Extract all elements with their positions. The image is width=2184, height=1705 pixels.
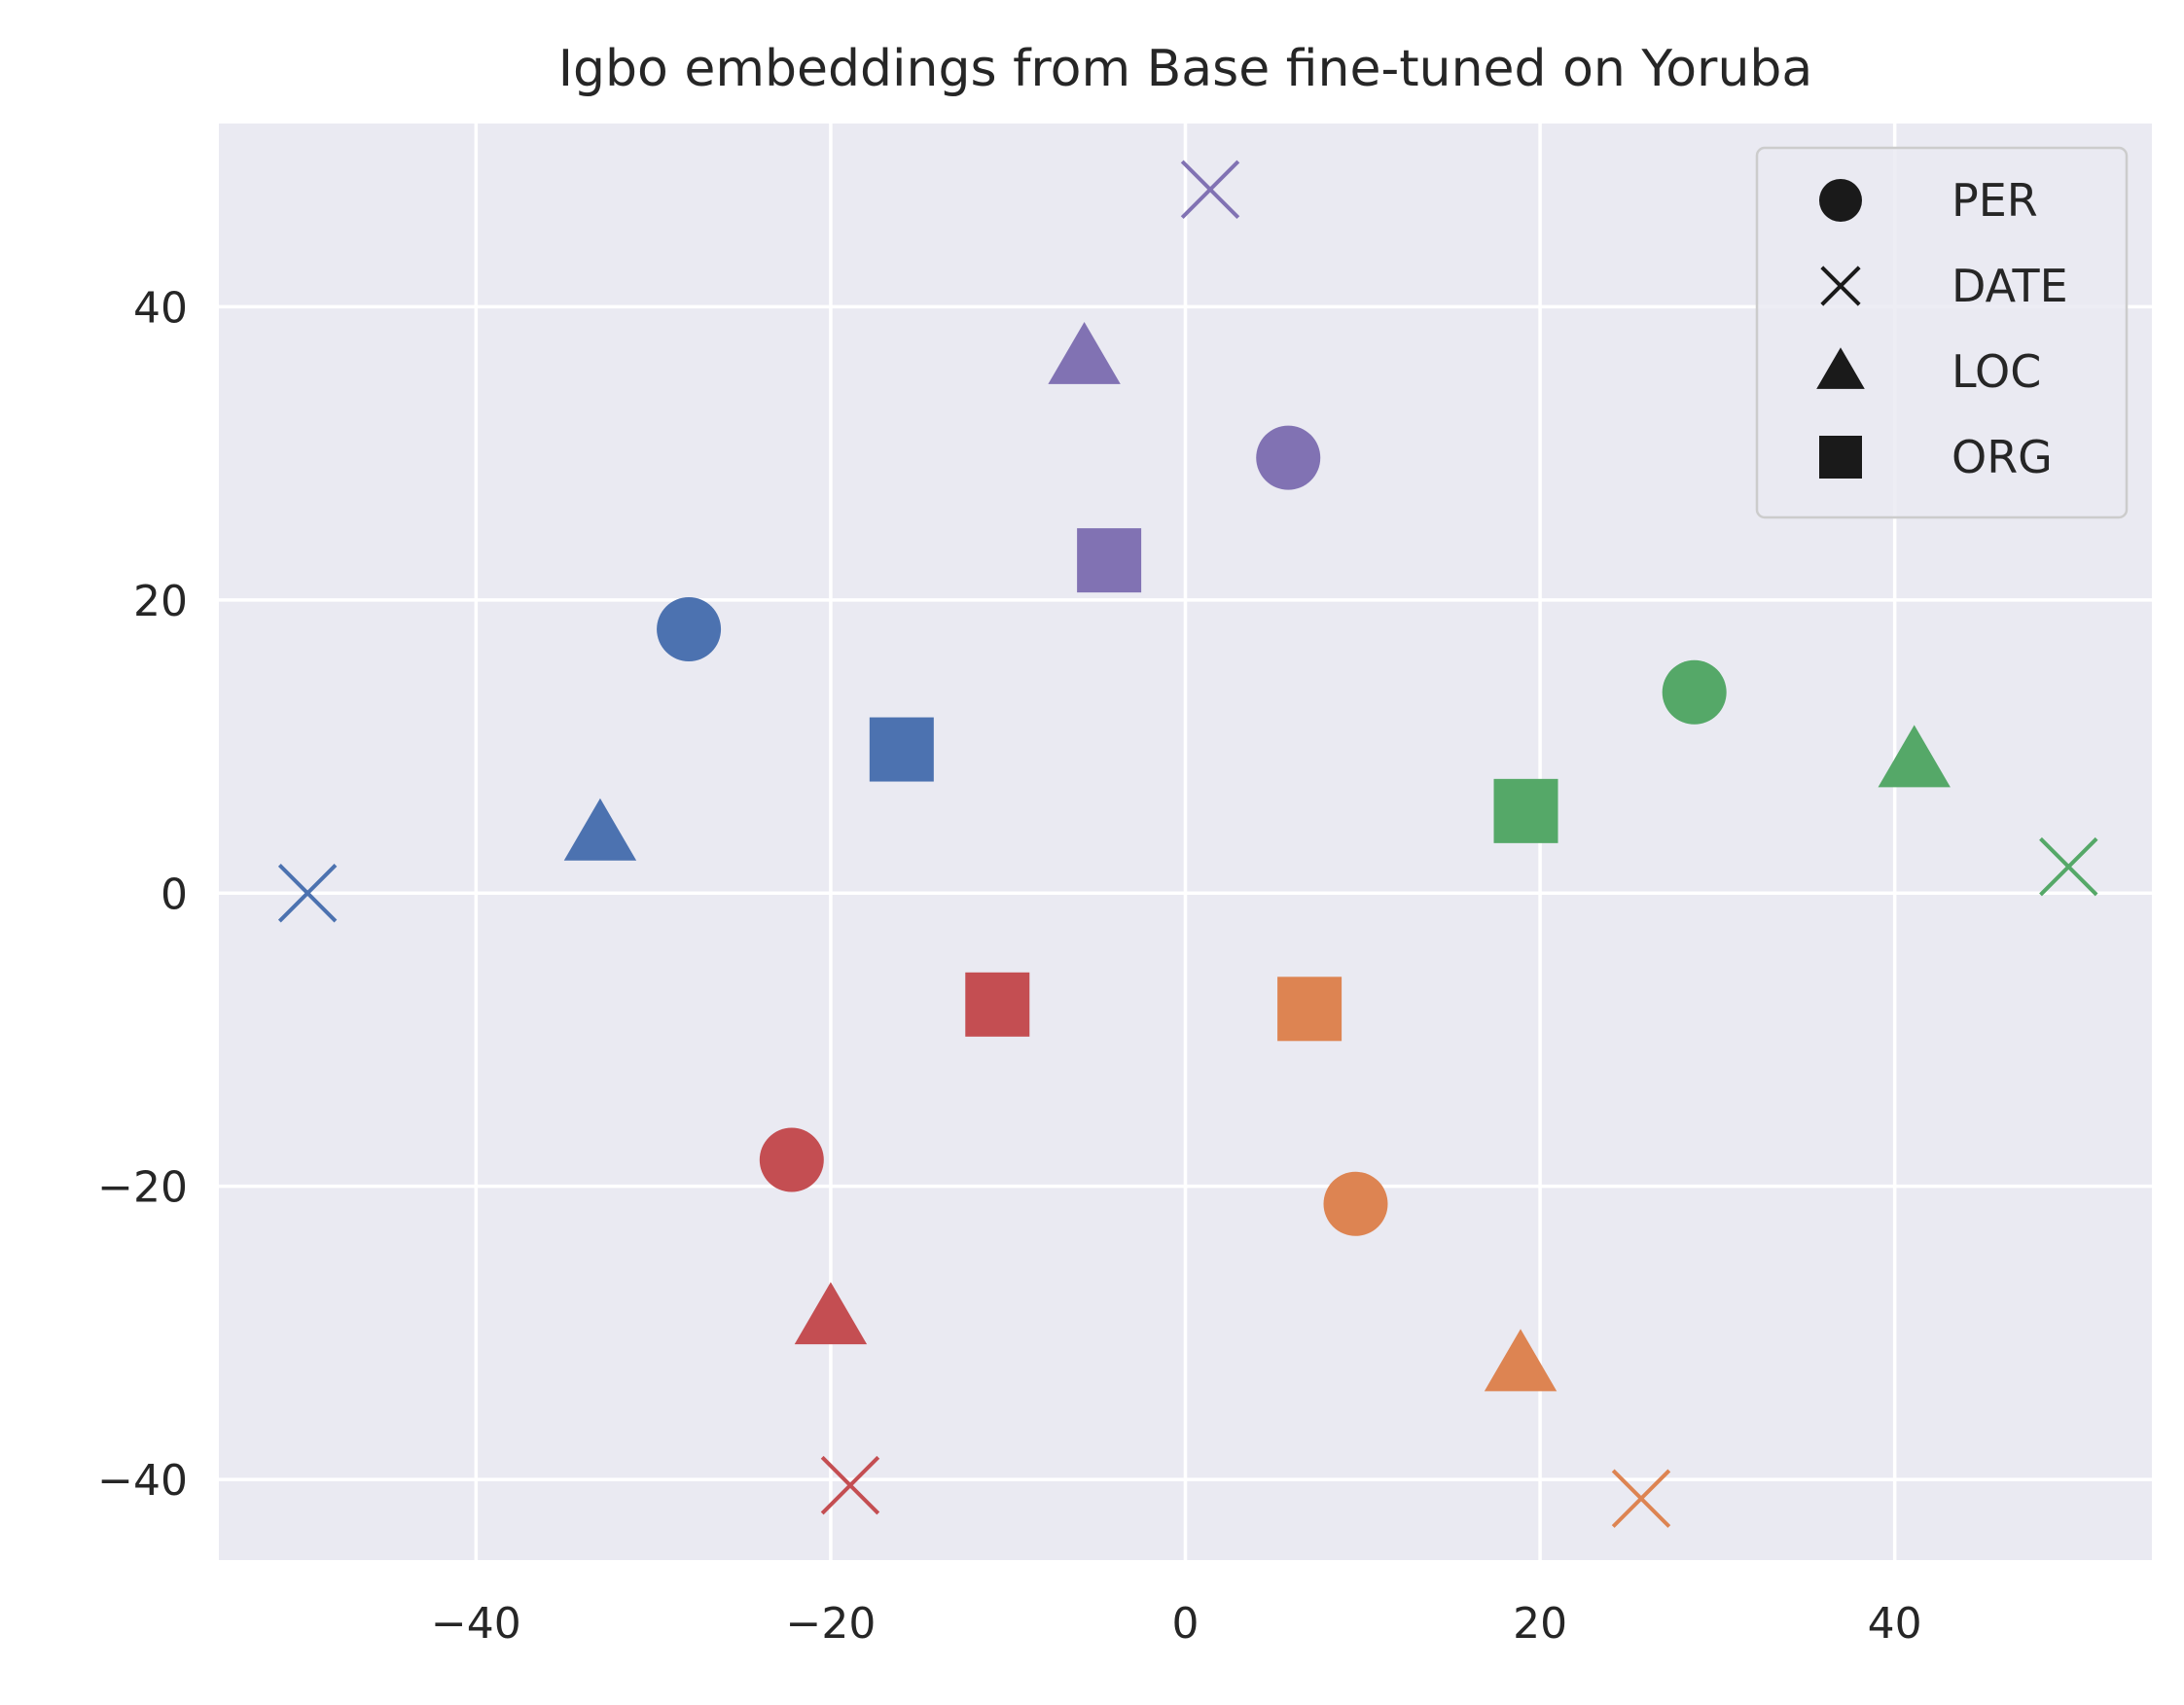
y-tick-label: 0 bbox=[161, 870, 188, 919]
data-point-square bbox=[869, 717, 934, 782]
x-axis-ticks: −40 −20 0 20 40 bbox=[431, 1599, 1922, 1649]
data-point-triangle bbox=[794, 1282, 868, 1345]
y-axis-ticks: −40 −20 0 20 40 bbox=[97, 283, 188, 1506]
legend-label: ORG bbox=[1951, 431, 2053, 483]
data-points bbox=[277, 160, 2098, 1528]
x-tick-label: 20 bbox=[1513, 1599, 1567, 1649]
legend-label: LOC bbox=[1951, 345, 2041, 398]
data-point-square bbox=[1077, 528, 1142, 593]
y-tick-label: −20 bbox=[97, 1163, 188, 1213]
data-point-circle bbox=[1323, 1171, 1388, 1236]
legend-label: DATE bbox=[1951, 260, 2068, 312]
data-point-square bbox=[965, 972, 1030, 1037]
legend-box bbox=[1755, 146, 2129, 519]
data-point-x bbox=[2039, 836, 2098, 897]
x-tick-label: 40 bbox=[1868, 1599, 1922, 1649]
data-point-square bbox=[1493, 778, 1558, 843]
data-point-circle bbox=[1662, 659, 1727, 725]
data-point-triangle bbox=[563, 798, 637, 861]
x-tick-label: 0 bbox=[1172, 1599, 1199, 1649]
data-point-triangle bbox=[1484, 1329, 1557, 1392]
x-tick-label: −20 bbox=[785, 1599, 876, 1649]
y-tick-label: −40 bbox=[97, 1456, 188, 1506]
data-point-x bbox=[277, 864, 338, 923]
x-tick-label: −40 bbox=[431, 1599, 521, 1649]
data-point-triangle bbox=[1878, 725, 1951, 788]
legend-marker-triangle bbox=[1816, 347, 1865, 389]
data-point-x bbox=[820, 1455, 880, 1515]
legend-label: PER bbox=[1951, 174, 2038, 227]
legend-marker-x bbox=[1820, 266, 1861, 306]
data-point-triangle bbox=[1048, 321, 1121, 384]
legend: PER DATE LOC ORG bbox=[1755, 146, 2129, 519]
legend-marker-square bbox=[1819, 436, 1862, 479]
data-point-circle bbox=[1256, 425, 1321, 490]
legend-marker-circle bbox=[1819, 179, 1862, 222]
data-point-circle bbox=[657, 596, 722, 661]
data-point-x bbox=[1611, 1469, 1671, 1528]
y-tick-label: 20 bbox=[133, 577, 188, 626]
chart-title: Igbo embeddings from Base fine-tuned on … bbox=[558, 40, 1813, 98]
data-point-circle bbox=[759, 1127, 824, 1192]
data-point-x bbox=[1180, 160, 1240, 220]
data-point-square bbox=[1277, 977, 1343, 1042]
y-tick-label: 40 bbox=[133, 283, 188, 333]
